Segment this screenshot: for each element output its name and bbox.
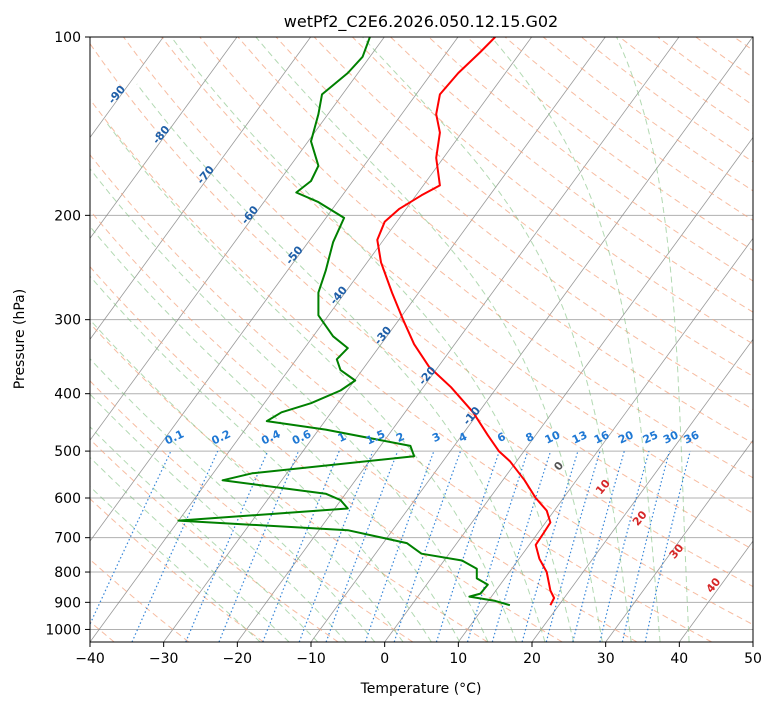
dry-adiabat-line: [90, 98, 753, 626]
x-tick-label: −10: [296, 651, 326, 667]
mixing-ratio-line: [262, 450, 340, 642]
isotherm-line: [90, 37, 532, 642]
y-tick-label: 300: [54, 313, 81, 329]
isotherm-line: [237, 37, 680, 642]
mixing-ratio-line: [393, 450, 462, 642]
moist-adiabat-line: [616, 37, 690, 642]
moist-adiabat-line: [90, 358, 376, 642]
mixing-ratio-line: [364, 450, 435, 642]
y-tick-label: 200: [54, 208, 81, 224]
y-tick-label: 900: [54, 595, 81, 611]
y-axis-label: Pressure (hPa): [12, 289, 28, 389]
x-tick-label: 30: [597, 651, 615, 667]
mixing-ratio-line: [572, 450, 625, 642]
mixing-ratio-line: [621, 450, 671, 642]
x-tick-label: 50: [744, 651, 762, 667]
dry-adiabat-line: [90, 380, 414, 642]
dry-adiabat-line: [161, 37, 753, 514]
dry-adiabat-line: [90, 209, 638, 642]
mixing-ratio-line: [435, 450, 500, 642]
isotherm-line: [90, 37, 385, 441]
y-tick-label: 1000: [45, 622, 81, 638]
moist-adiabat-line: [136, 83, 546, 642]
moist-adiabat-line: [491, 37, 661, 642]
dry-adiabat-line: [275, 37, 753, 411]
dry-adiabat-line: [90, 153, 712, 642]
isotherm-line: [90, 37, 459, 542]
x-tick-label: −20: [223, 651, 253, 667]
mixing-ratio-label: 20: [616, 428, 636, 446]
moist-adiabat-line: [255, 37, 603, 642]
mixing-ratio-line: [466, 450, 529, 642]
moist-adiabat-line: [90, 225, 461, 642]
x-tick-label: 20: [523, 651, 541, 667]
moist-adiabat-line: [90, 319, 404, 642]
x-axis: −40 −30 −20 −10 0 10 20 30 40 50: [75, 642, 762, 667]
mixing-ratio-label: 16: [592, 428, 612, 446]
mixing-ratio-label: 10: [543, 428, 563, 446]
moist-adiabat-line: [90, 456, 290, 642]
x-tick-label: 0: [380, 651, 389, 667]
moist-adiabat-line: [90, 167, 489, 642]
dry-adiabat-line: [90, 42, 753, 588]
isotherm-line: [458, 237, 753, 642]
moist-adiabat-line: [362, 37, 632, 642]
mixing-ratio-label: 30: [661, 428, 681, 446]
y-tick-label: 600: [54, 491, 81, 507]
mixing-ratio-line: [218, 450, 300, 642]
y-tick-label: 100: [54, 30, 81, 46]
mixing-ratio-line: [185, 450, 269, 642]
moist-adiabat-line: [90, 275, 432, 642]
dry-adiabat-line: [90, 322, 488, 642]
y-tick-label: 400: [54, 387, 81, 403]
x-tick-label: 40: [670, 651, 688, 667]
sounding-profiles: [177, 37, 556, 607]
mixing-ratio-line: [545, 450, 601, 642]
temperature-profile: [376, 37, 556, 606]
y-tick-label: 800: [54, 565, 81, 581]
dry-adiabat-line: [237, 37, 753, 444]
isotherm-line: [605, 439, 753, 642]
dewpoint-profile: [177, 37, 511, 607]
chart-title: wetPf2_C2E6.2026.050.12.15.G02: [284, 12, 558, 32]
dry-adiabat-line: [123, 37, 753, 551]
mixing-ratio-line: [644, 450, 691, 642]
isotherm-line: [163, 37, 606, 642]
y-tick-label: 700: [54, 531, 81, 547]
x-tick-label: −40: [75, 651, 105, 667]
isotherm-line: [90, 37, 238, 240]
dry-adiabat-line: [313, 37, 753, 377]
line-labels: 0.10.20.40.611.52346810131620253036-100-…: [105, 83, 723, 596]
mixing-ratio-line: [599, 450, 650, 642]
x-axis-label: Temperature (°C): [360, 681, 482, 697]
moist-adiabat-line: [170, 37, 575, 642]
isotherm-line: [90, 37, 311, 340]
mixing-ratio-label: 36: [682, 428, 702, 446]
plot-frame: [89, 36, 754, 643]
x-tick-label: −30: [149, 651, 179, 667]
moist-adiabat-line: [90, 485, 261, 642]
mixing-ratio-line: [131, 450, 219, 642]
y-axis: 100 200 300 400 500 600 700 800 900 1000: [45, 30, 90, 638]
mixing-ratio-line: [491, 450, 552, 642]
moist-adiabat-line: [106, 123, 517, 642]
mixing-ratio-line: [298, 450, 374, 642]
moist-adiabat-line: [90, 426, 319, 642]
mixing-ratio-label: 25: [641, 428, 660, 446]
mixing-ratio-label: 13: [570, 428, 589, 446]
x-tick-label: 10: [449, 651, 467, 667]
mixing-ratio-line: [521, 450, 579, 642]
y-tick-label: 500: [54, 444, 81, 460]
moist-adiabat-line: [90, 393, 347, 642]
mixing-ratio-line: [325, 450, 399, 642]
